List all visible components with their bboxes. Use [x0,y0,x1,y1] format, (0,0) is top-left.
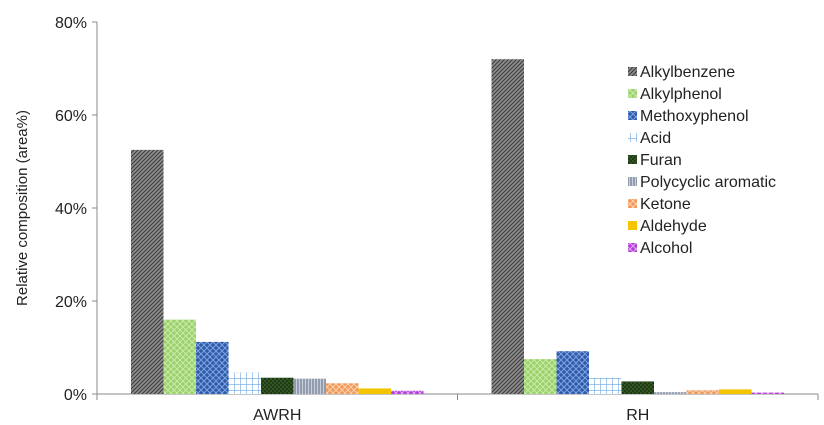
legend: Alkylbenzene Alkylphenol Methoxyphenol Acid… [628,64,776,257]
legend-label: Polycyclic aromatic [640,174,776,191]
bar-furan-awrh [261,377,294,394]
legend-label: Methoxyphenol [640,108,749,125]
legend-swatch [628,67,637,76]
legend-label: Furan [640,152,682,169]
y-axis-label: Relative composition (area%) [14,110,31,306]
legend-swatch [628,133,637,142]
bar-aldehyde-awrh [358,388,391,394]
bar-ketone-rh [686,390,719,394]
legend-swatch [628,155,637,164]
legend-swatch [628,199,637,208]
x-tick-label: AWRH [253,407,301,424]
legend-label: Alcohol [640,240,692,257]
bar-alkylphenol-rh [524,359,557,394]
legend-swatch [628,221,637,230]
legend-swatch [628,89,637,98]
y-tick-label: 0% [64,387,87,404]
bar-alcohol-awrh [391,390,424,394]
bars [131,59,784,394]
legend-label: Alkylbenzene [640,64,735,81]
legend-label: Aldehyde [640,218,707,235]
legend-label: Acid [640,130,671,147]
bar-alkylbenzene-awrh [131,149,164,394]
legend-swatch [628,243,637,252]
bar-furan-rh [621,381,654,394]
bar-acid-awrh [228,372,261,394]
bar-aldehyde-rh [719,389,752,394]
bar-polycyclic-aromatic-rh [654,392,687,394]
y-tick-label: 20% [55,294,87,311]
x-tick-label: RH [626,407,649,424]
legend-swatch [628,111,637,120]
bar-alkylphenol-awrh [163,319,196,394]
bar-alkylbenzene-rh [491,59,524,394]
bar-alcohol-rh [751,392,784,394]
y-tick-label: 80% [55,15,87,32]
y-axis: 0% 20% 40% 60% 80% [55,15,98,404]
bar-ketone-awrh [326,383,359,394]
legend-label: Ketone [640,196,691,213]
bar-methoxyphenol-rh [556,351,589,394]
bar-methoxyphenol-awrh [196,341,229,394]
y-tick-label: 40% [55,201,87,218]
bar-polycyclic-aromatic-awrh [293,378,326,394]
y-tick-label: 60% [55,108,87,125]
legend-swatch [628,177,637,186]
legend-label: Alkylphenol [640,86,722,103]
x-axis: AWRH RH [96,393,819,424]
bar-acid-rh [589,377,622,394]
